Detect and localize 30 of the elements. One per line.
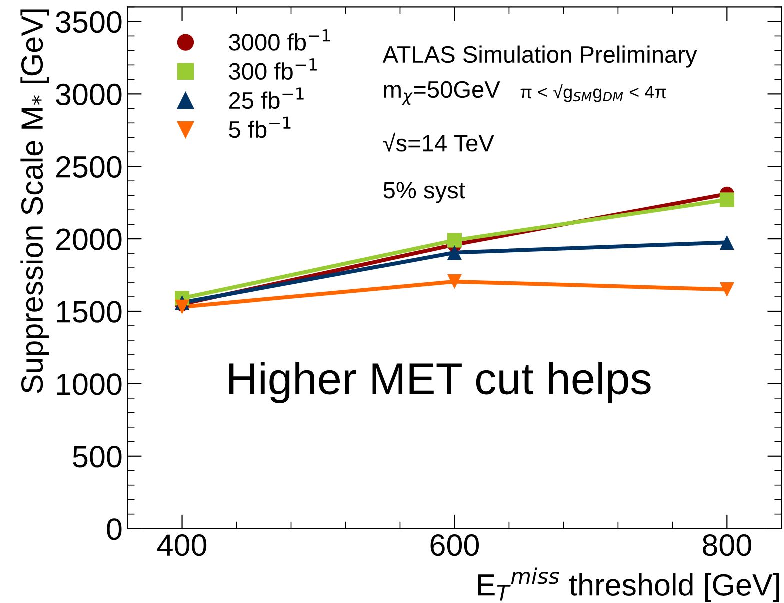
x-tick-label: 800 [703,534,752,556]
point [720,192,734,208]
x-tick-label: 600 [430,534,480,556]
y-tick-label: 1500 [57,301,122,323]
y-tick-label: 0 [107,518,122,540]
y-tick-label: 500 [73,446,122,468]
y-tick-label: 2000 [56,228,122,250]
point [174,300,190,314]
legend-label: 300 fb$^{−1}$ [229,58,317,80]
point [447,274,462,290]
annotation: √s=14 TeV [383,132,494,152]
annotation: Higher MET cut helps [230,362,651,404]
y-tick-label: 2500 [56,156,122,178]
point [720,282,734,298]
point [447,233,462,248]
x-axis-title: E$_{T}$$^{miss}$ threshold [GeV] [478,568,780,602]
x-tick-label: 400 [157,534,207,556]
y-tick-label: 3000 [56,84,122,106]
y-tick-label: 1000 [57,374,122,396]
annotation: 5% syst [384,182,466,204]
legend-label: 5 fb$^{−1}$ [229,116,291,138]
legend-label: 25 fb$^{−1}$ [229,88,304,110]
y-axis-title: Suppression Scale M$_{*}$ [GeV] [20,10,50,394]
annotation: ATLAS Simulation Preliminary [382,46,698,68]
y-tick-label: 3500 [56,11,122,34]
annotation: π < √g$_{SM}$g$_{DM}$ < 4π [520,84,666,102]
annotation: m$_{χ}$=50GeV [384,81,500,106]
point [447,246,462,260]
point [720,235,734,250]
legend-label: 3000 fb$^{−1}$ [229,30,330,51]
